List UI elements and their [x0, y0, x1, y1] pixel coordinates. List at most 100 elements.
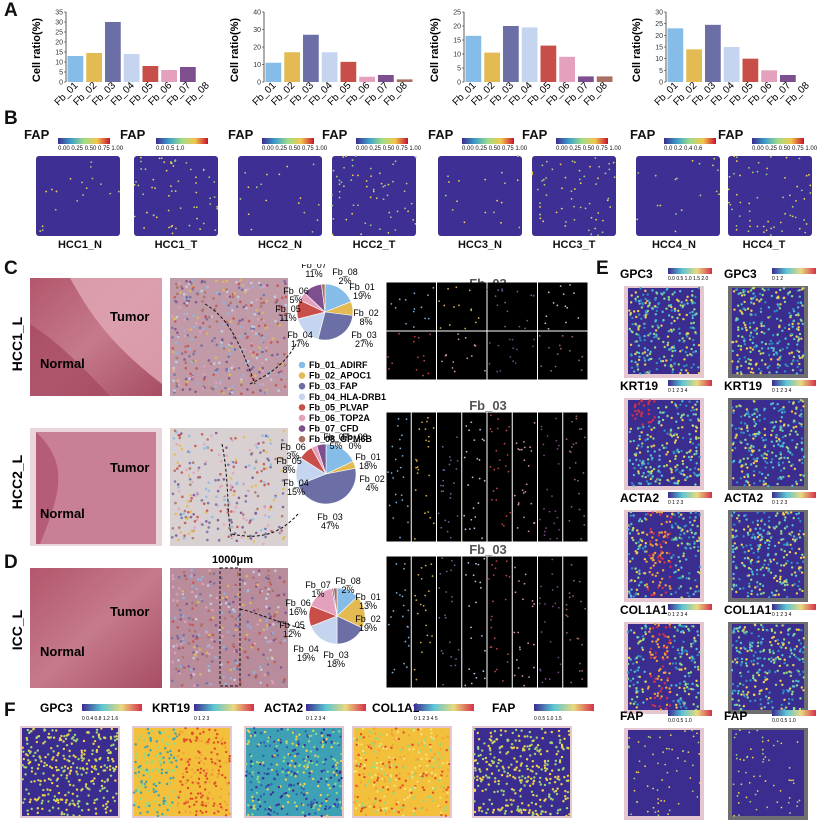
e-spot: [685, 706, 688, 710]
e-spot: [672, 450, 675, 454]
f-spot: [195, 781, 198, 784]
b-spot: [214, 229, 217, 232]
dark-spot-tile: [563, 412, 588, 542]
spot: [222, 288, 225, 292]
b-spot: [718, 193, 720, 196]
e-spot: [770, 660, 773, 663]
b-spot: [137, 184, 140, 187]
f-spot: [106, 789, 109, 793]
spot: [214, 478, 217, 482]
a-ytick-label: 20: [55, 40, 63, 47]
e-spot: [761, 664, 764, 667]
e-spot: [692, 338, 695, 342]
e-spot: [771, 466, 775, 469]
e-spot: [744, 662, 748, 665]
dark-spot: [546, 435, 549, 437]
spot: [216, 518, 220, 522]
d-tumor-label: Tumor: [110, 604, 149, 619]
dark-spot: [569, 451, 572, 454]
e-spot: [739, 309, 742, 312]
spot: [266, 640, 269, 644]
f-spot: [63, 765, 67, 768]
pie-label-name: Fb_08: [342, 432, 368, 442]
dark-spot: [417, 336, 420, 339]
dark-spot: [572, 595, 574, 597]
f-spot: [144, 746, 147, 749]
e-spot: [752, 551, 755, 555]
e-spot: [665, 651, 668, 655]
e-spot: [735, 367, 739, 370]
e-spot: [758, 479, 762, 483]
f-spot: [201, 811, 204, 815]
pie-label-name: Fb_02: [359, 474, 385, 484]
e-spot: [686, 372, 690, 375]
f-spot: [203, 772, 206, 775]
e-spot: [796, 349, 799, 352]
dark-spot: [440, 484, 442, 487]
e-spot: [765, 453, 769, 456]
f-spot: [21, 778, 24, 781]
e-spot: [801, 651, 805, 654]
spot: [232, 534, 235, 538]
e-spot: [767, 484, 770, 488]
f-spot: [202, 769, 206, 772]
b-tissue: [532, 156, 616, 236]
e-spot: [791, 484, 794, 488]
e-spot: [649, 435, 652, 438]
dark-spot: [513, 674, 516, 677]
e-spot: [642, 701, 645, 704]
dark-spot: [457, 333, 460, 335]
spot: [179, 467, 182, 471]
spot: [209, 580, 212, 584]
dark-spot: [426, 420, 428, 423]
e-spot: [652, 332, 656, 336]
e-spot: [687, 627, 690, 631]
pie-label-pct: 11%: [279, 313, 296, 323]
e-spot: [775, 624, 778, 627]
e-spot: [747, 566, 751, 570]
e-spot: [636, 547, 640, 551]
e-spot: [651, 511, 654, 514]
e-spot: [642, 637, 645, 641]
spot: [219, 509, 222, 513]
f-spot: [30, 770, 34, 773]
e-spot: [671, 293, 674, 296]
dark-spot: [424, 428, 427, 431]
legend-swatch: [298, 361, 306, 369]
spot: [203, 447, 206, 450]
spot: [253, 312, 257, 316]
panel-label-a: A: [4, 0, 18, 21]
e-spot: [745, 771, 747, 774]
e-spot: [748, 433, 751, 437]
e-spot: [784, 562, 788, 565]
e-spot: [644, 680, 647, 683]
dark-spot: [413, 292, 416, 295]
f-spot: [48, 736, 51, 740]
spot: [244, 465, 248, 469]
e-spot: [792, 516, 795, 520]
e-spot: [691, 406, 694, 409]
dark-spot: [480, 635, 483, 637]
b-spot: [387, 183, 390, 186]
e-spot: [760, 359, 764, 362]
dark-spot: [543, 534, 546, 537]
dark-spot-tile: [462, 556, 487, 688]
f-spot: [95, 798, 99, 801]
spot: [234, 583, 237, 587]
e-gene-label: KRT19: [724, 379, 762, 393]
spot: [244, 637, 247, 641]
e-spot: [802, 287, 805, 290]
e-spot: [730, 514, 734, 517]
a-bar: [540, 45, 557, 82]
dark-spot-tile: [487, 556, 512, 688]
c-connector-1: [249, 343, 297, 385]
e-spot: [788, 779, 791, 782]
spot: [170, 636, 174, 640]
b-spot: [382, 198, 385, 201]
e-spot: [653, 692, 657, 696]
dark-spot: [452, 361, 455, 363]
e-spot: [791, 524, 794, 527]
spot: [181, 388, 185, 392]
e-spot: [780, 707, 783, 710]
e-spot: [781, 683, 784, 687]
